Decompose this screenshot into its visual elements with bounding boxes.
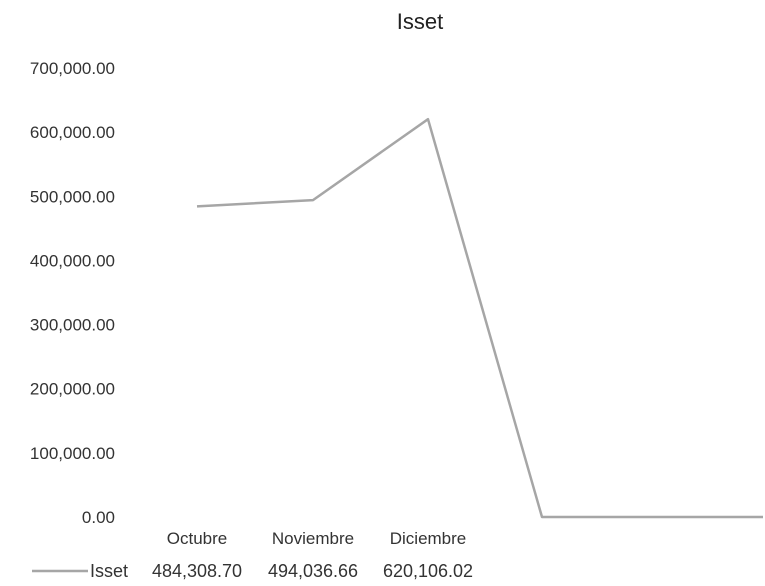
series-line [196,117,763,519]
x-tick-label: Octubre [167,529,227,548]
chart-title: Isset [397,9,443,34]
y-tick-label: 700,000.00 [30,59,115,78]
y-tick-label: 400,000.00 [30,251,115,270]
y-tick-label: 0.00 [82,508,115,527]
y-axis-tick-labels: 700,000.00 600,000.00 500,000.00 400,000.00… [30,59,115,527]
y-tick-label: 200,000.00 [30,380,115,399]
x-axis-tick-labels: Octubre Noviembre Diciembre [167,529,467,548]
legend-data-table: Isset 484,308.70 494,036.66 620,106.02 [32,561,473,581]
y-tick-label: 500,000.00 [30,187,115,206]
y-tick-label: 100,000.00 [30,444,115,463]
x-tick-label: Noviembre [272,529,354,548]
series-layer [196,117,763,519]
data-table-cell: 620,106.02 [383,561,473,581]
x-tick-label: Diciembre [390,529,467,548]
y-tick-label: 600,000.00 [30,123,115,142]
y-tick-label: 300,000.00 [30,316,115,335]
data-table-cell: 484,308.70 [152,561,242,581]
data-table-cell: 494,036.66 [268,561,358,581]
legend-series-label: Isset [90,561,128,581]
